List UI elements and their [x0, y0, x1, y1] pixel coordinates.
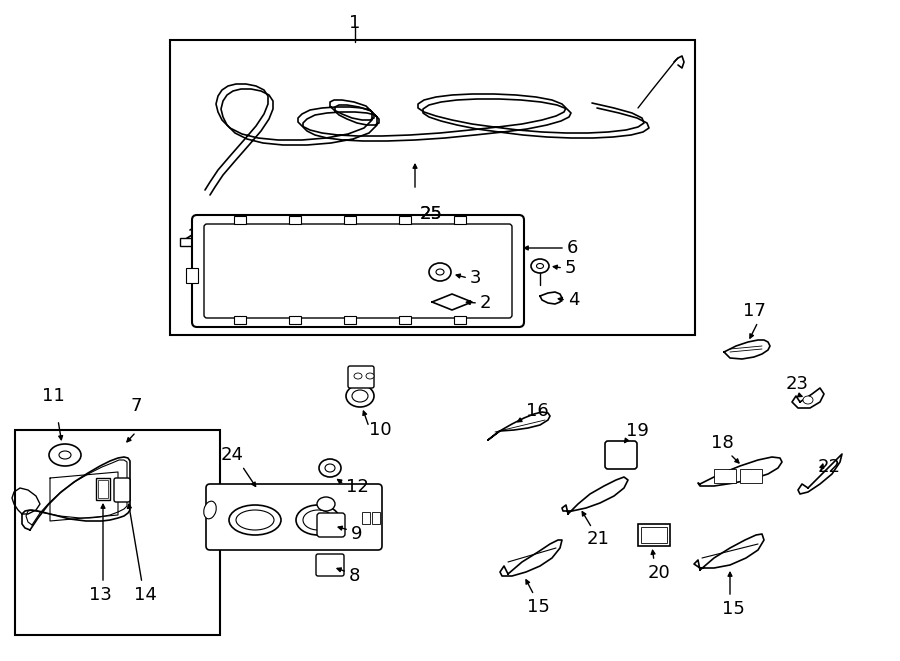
Text: 22: 22: [818, 458, 841, 476]
Ellipse shape: [803, 396, 813, 404]
Ellipse shape: [436, 269, 444, 275]
Text: 25: 25: [420, 205, 443, 223]
Ellipse shape: [236, 510, 274, 530]
Ellipse shape: [317, 497, 335, 511]
Text: 2: 2: [480, 294, 491, 312]
FancyBboxPatch shape: [317, 513, 345, 537]
FancyBboxPatch shape: [316, 554, 344, 576]
Bar: [289, 316, 301, 324]
Bar: [180, 238, 195, 246]
Text: 21: 21: [587, 530, 609, 548]
FancyBboxPatch shape: [348, 366, 374, 388]
Bar: [344, 216, 356, 224]
Ellipse shape: [346, 385, 374, 407]
Ellipse shape: [59, 451, 71, 459]
Bar: [399, 216, 411, 224]
Bar: [289, 216, 301, 224]
Ellipse shape: [229, 505, 281, 535]
Ellipse shape: [352, 390, 368, 402]
Text: 1: 1: [349, 14, 361, 32]
Bar: [641, 527, 667, 543]
FancyBboxPatch shape: [114, 478, 130, 502]
Ellipse shape: [354, 373, 362, 379]
Ellipse shape: [366, 373, 374, 379]
Text: 10: 10: [369, 421, 392, 439]
Text: 14: 14: [133, 586, 157, 604]
Ellipse shape: [429, 263, 451, 281]
Text: 19: 19: [626, 422, 649, 440]
Ellipse shape: [536, 264, 544, 268]
Text: 24: 24: [220, 446, 244, 464]
Bar: [454, 316, 466, 324]
Text: 8: 8: [349, 567, 360, 585]
Text: 3: 3: [470, 269, 482, 287]
Bar: [234, 316, 246, 324]
Bar: [372, 512, 380, 524]
Text: 20: 20: [648, 564, 670, 582]
Bar: [170, 40, 695, 335]
Text: 15: 15: [722, 600, 744, 618]
Text: 15: 15: [526, 598, 549, 616]
FancyBboxPatch shape: [605, 441, 637, 469]
Text: 12: 12: [346, 478, 369, 496]
Text: 18: 18: [711, 434, 733, 452]
Bar: [15, 430, 220, 635]
Ellipse shape: [296, 505, 340, 535]
Text: 4: 4: [568, 291, 580, 309]
Bar: [399, 316, 411, 324]
Bar: [96, 478, 110, 500]
Ellipse shape: [325, 464, 335, 472]
Text: 17: 17: [742, 302, 765, 320]
Bar: [234, 216, 246, 224]
Text: 7: 7: [130, 397, 141, 415]
Bar: [362, 512, 370, 524]
Bar: [454, 216, 466, 224]
Text: 23: 23: [786, 375, 809, 393]
Text: 9: 9: [351, 525, 363, 543]
Bar: [98, 480, 108, 498]
Ellipse shape: [531, 259, 549, 273]
Text: 6: 6: [567, 239, 579, 257]
Text: 16: 16: [526, 402, 549, 420]
Bar: [344, 316, 356, 324]
FancyBboxPatch shape: [206, 484, 382, 550]
Text: 25: 25: [420, 205, 443, 223]
Ellipse shape: [303, 510, 333, 530]
Bar: [740, 469, 762, 483]
FancyBboxPatch shape: [192, 215, 524, 327]
Text: 13: 13: [88, 586, 112, 604]
Bar: [714, 469, 736, 483]
Text: 5: 5: [565, 259, 577, 277]
Bar: [186, 268, 198, 283]
Ellipse shape: [49, 444, 81, 466]
Text: 11: 11: [42, 387, 65, 405]
Bar: [638, 524, 670, 546]
Ellipse shape: [319, 459, 341, 477]
FancyBboxPatch shape: [204, 224, 512, 318]
Ellipse shape: [203, 501, 216, 519]
